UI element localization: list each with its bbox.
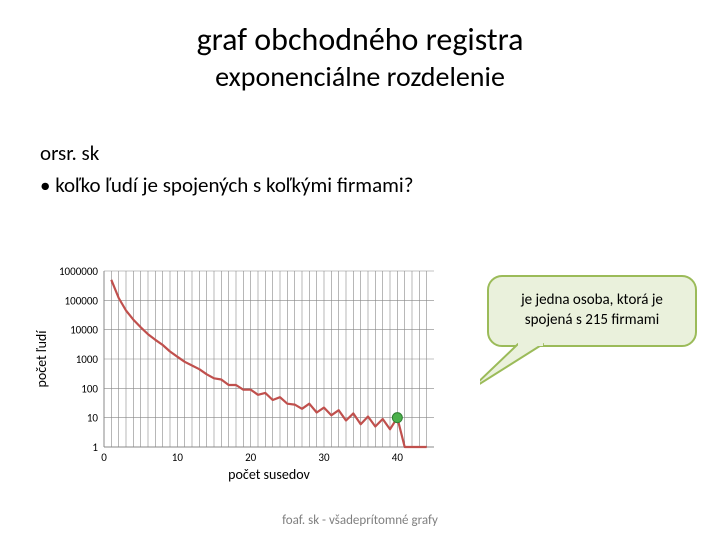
body-line2: • koľko ľudí je spojených s koľkými firm… xyxy=(40,172,413,198)
line-chart: 1 10 100 1000 10000 100000 1000000 0 10 20 30 40 poč… xyxy=(30,265,460,495)
svg-text:počet susedov: počet susedov xyxy=(228,466,310,483)
svg-text:10: 10 xyxy=(172,451,184,464)
footer-text: foaf. sk - všadeprítomné grafy xyxy=(0,513,720,528)
svg-text:počet ľudí: počet ľudí xyxy=(33,330,50,388)
slide-title-line1: graf obchodného registra xyxy=(0,20,720,59)
svg-text:40: 40 xyxy=(392,451,404,464)
svg-text:10000: 10000 xyxy=(70,324,98,337)
svg-text:0: 0 xyxy=(101,451,107,464)
svg-text:10: 10 xyxy=(87,412,99,425)
body-line1: orsr. sk xyxy=(40,140,413,166)
svg-text:spojená s 215 firmami: spojená s 215 firmami xyxy=(525,311,659,329)
chart-container: 1 10 100 1000 10000 100000 1000000 0 10 20 30 40 poč… xyxy=(30,265,460,495)
svg-text:100000: 100000 xyxy=(65,294,99,307)
svg-text:je jedna osoba, ktorá je: je jedna osoba, ktorá je xyxy=(520,291,663,309)
svg-text:1: 1 xyxy=(92,441,98,454)
svg-text:30: 30 xyxy=(318,451,330,464)
svg-text:100: 100 xyxy=(81,382,98,395)
callout-container: je jedna osoba, ktorá je spojená s 215 fi… xyxy=(480,272,705,392)
callout-bubble: je jedna osoba, ktorá je spojená s 215 fi… xyxy=(480,272,705,392)
svg-text:20: 20 xyxy=(245,451,257,464)
slide-title-line2: exponenciálne rozdelenie xyxy=(0,59,720,94)
svg-text:1000: 1000 xyxy=(76,353,99,366)
svg-text:1000000: 1000000 xyxy=(59,265,98,278)
